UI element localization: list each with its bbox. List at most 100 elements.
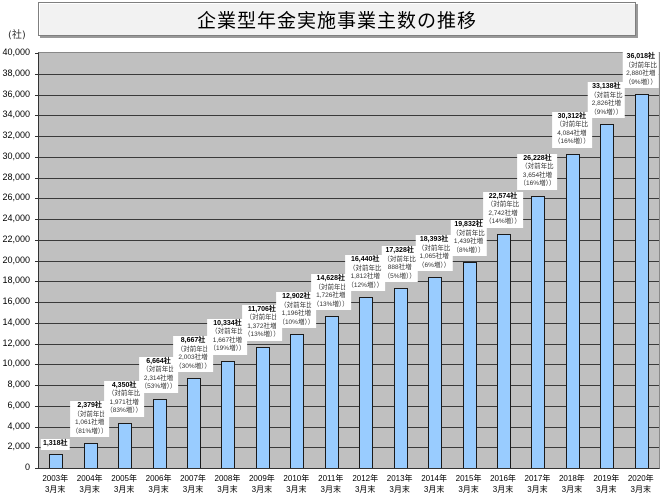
y-tick-mark	[35, 260, 39, 262]
gridline	[39, 385, 659, 386]
bar	[600, 124, 615, 468]
x-tick-label: 2007年 3月末	[180, 474, 206, 494]
x-tick-label: 2010年 3月末	[283, 474, 310, 494]
y-tick-label: 4,000	[7, 420, 30, 431]
x-tick-label: 2014年 3月末	[421, 474, 447, 494]
gridline	[39, 322, 659, 324]
y-tick-mark	[35, 239, 39, 241]
y-tick-label: 18,000	[2, 275, 30, 286]
bar-value-label: 19,832社 （対前年比 1,439社増 （8%増））	[450, 220, 487, 257]
y-axis-unit: (社)	[8, 30, 26, 41]
gridline	[39, 405, 659, 407]
y-tick-mark	[35, 156, 39, 158]
x-tick-label: 2011年 3月末	[318, 474, 344, 494]
y-tick-label: 2,000	[7, 441, 30, 452]
y-tick-mark	[35, 405, 39, 407]
y-tick-label: 8,000	[7, 379, 30, 389]
bar-value-label: 18,393社 （対前年比 1,065社増 （6%増））	[415, 235, 453, 272]
bar-value-label: 6,664社 （対前年比 2,314社増 （53%増））	[138, 356, 179, 393]
gridline	[39, 177, 659, 179]
gridline	[39, 239, 659, 241]
y-tick-label: 38,000	[2, 67, 30, 78]
y-tick-label: 26,000	[2, 192, 30, 203]
bar	[49, 454, 64, 468]
gridline	[39, 426, 659, 428]
gridline	[39, 94, 659, 96]
bar	[290, 334, 305, 468]
gridline	[39, 343, 659, 345]
bar-value-label: 33,138社 （対前年比 2,826社増 （9%増））	[588, 82, 625, 119]
bar-value-label: 11,706社 （対前年比 1,372社増 （13%増））	[241, 304, 282, 341]
y-tick-label: 14,000	[2, 316, 30, 327]
gridline	[39, 219, 659, 220]
bar	[221, 360, 236, 468]
y-tick-label: 28,000	[2, 171, 30, 182]
y-tick-label: 12,000	[2, 337, 30, 348]
x-tick-label: 2012年 3月末	[352, 474, 379, 494]
bar-value-label: 30,312社 （対前年比 4,084社増 （16%増））	[551, 111, 592, 148]
y-tick-mark	[35, 364, 39, 366]
y-tick-mark	[35, 468, 39, 469]
bar-value-label: 14,628社 （対前年比 1,726社増 （13%増））	[310, 274, 351, 311]
bar	[152, 398, 167, 468]
bar-value-label: 8,667社 （対前年比 2,003社増 （30%増））	[173, 336, 213, 373]
x-tick-label: 2016年 3月末	[490, 474, 516, 494]
gridline	[39, 136, 659, 137]
bar-value-label: 26,228社 （対前年比 3,654社増 （16%増））	[517, 153, 558, 190]
y-tick-label: 0	[24, 462, 30, 472]
bar-value-label: 1,318社	[40, 439, 70, 450]
bar	[83, 443, 98, 468]
bar	[634, 94, 649, 468]
y-tick-mark	[35, 73, 39, 75]
bar	[118, 422, 133, 468]
y-tick-mark	[35, 53, 39, 54]
x-tick-label: 2009年 3月末	[248, 474, 275, 494]
y-tick-mark	[35, 302, 39, 303]
y-tick-mark	[35, 219, 39, 220]
bar-value-label: 36,018社 （対前年比 2,880社増 （9%増））	[622, 52, 660, 89]
x-tick-label: 2018年 3月末	[558, 474, 585, 494]
bar-value-label: 12,902社 （対前年比 1,196社増 （10%増））	[276, 292, 317, 329]
y-tick-mark	[35, 447, 39, 449]
y-tick-mark	[35, 94, 39, 96]
y-tick-label: 16,000	[2, 296, 30, 306]
y-tick-label: 24,000	[2, 213, 30, 223]
bar-value-label: 2,379社 （対前年比 1,061社増 （81%増））	[69, 401, 110, 438]
x-tick-label: 2005年 3月末	[111, 474, 137, 494]
x-tick-label: 2004年 3月末	[76, 474, 103, 494]
gridline	[39, 198, 659, 200]
bar	[497, 233, 511, 468]
y-tick-mark	[35, 115, 39, 117]
y-tick-mark	[35, 426, 39, 428]
gridline	[39, 364, 659, 366]
bar	[462, 262, 477, 468]
gridline	[39, 115, 659, 117]
x-tick-label: 2019年 3月末	[593, 474, 620, 494]
x-tick-label: 2015年 3月末	[455, 474, 482, 494]
bar	[324, 316, 339, 468]
x-tick-label: 2020年 3月末	[627, 474, 654, 494]
y-tick-label: 34,000	[2, 109, 30, 120]
gridline	[39, 73, 659, 75]
bar	[393, 288, 408, 468]
y-tick-label: 36,000	[2, 88, 30, 99]
bar-value-label: 16,440社 （対前年比 1,812社増 （12%増））	[345, 255, 386, 292]
bar	[255, 346, 270, 468]
y-tick-mark	[35, 198, 39, 200]
y-tick-label: 32,000	[2, 130, 30, 140]
bar	[531, 195, 546, 468]
bar	[565, 153, 580, 468]
x-tick-label: 2017年 3月末	[524, 474, 551, 494]
y-tick-mark	[35, 177, 39, 179]
x-tick-label: 2006年 3月末	[145, 474, 172, 494]
bar	[187, 378, 201, 468]
y-tick-label: 20,000	[2, 254, 30, 265]
y-tick-label: 6,000	[7, 399, 30, 410]
x-tick-label: 2013年 3月末	[386, 474, 413, 494]
y-tick-label: 40,000	[2, 47, 30, 57]
bar	[359, 297, 374, 468]
y-tick-mark	[35, 322, 39, 324]
y-tick-mark	[35, 385, 39, 386]
bar-value-label: 10,334社 （対前年比 1,667社増 （19%増））	[207, 318, 248, 355]
bar	[428, 277, 443, 468]
